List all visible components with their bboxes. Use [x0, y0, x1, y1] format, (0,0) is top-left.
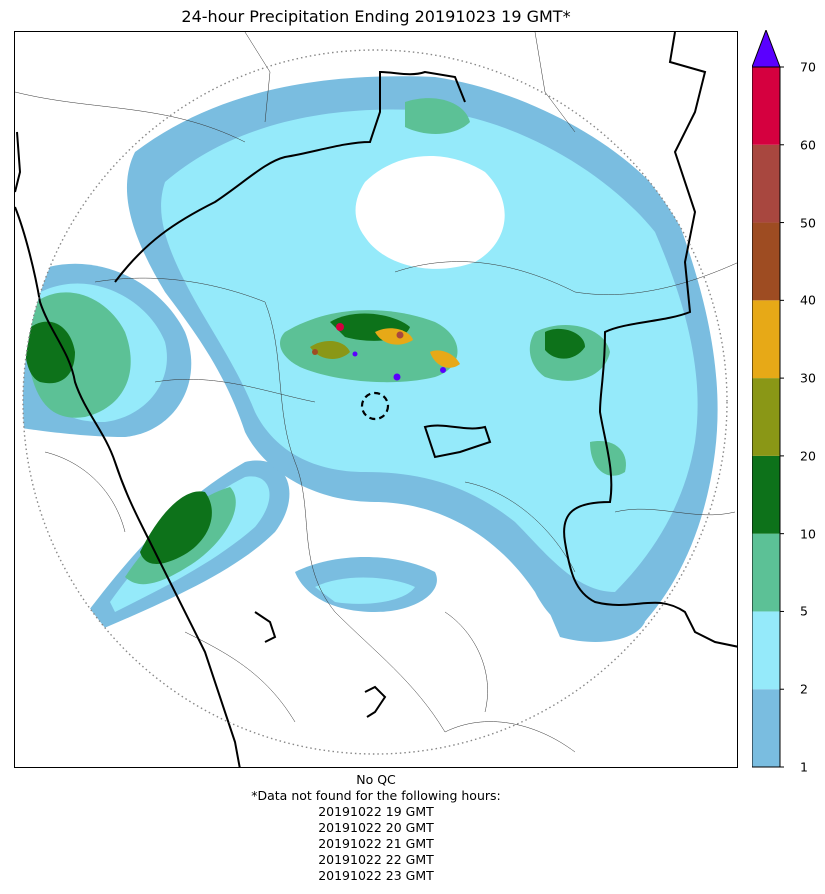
- missing-hour: 20191022 20 GMT: [318, 820, 434, 835]
- radar-map-canvas: [15, 32, 737, 767]
- missing-hour: 20191022 21 GMT: [318, 836, 434, 851]
- colorbar: [752, 30, 784, 768]
- colorbar-segment: [752, 378, 780, 456]
- missing-hour: 20191022 22 GMT: [318, 852, 434, 867]
- colorbar-segment: [752, 222, 780, 301]
- colorbar-tick-label: 1: [800, 759, 808, 775]
- precip-cores: [310, 323, 460, 381]
- colorbar-segment: [752, 300, 780, 379]
- radar-map[interactable]: [14, 31, 738, 768]
- colorbar-tick-label: 5: [800, 603, 808, 619]
- colorbar-tick-label: 70: [800, 59, 816, 75]
- colorbar-tick-label: 40: [800, 292, 816, 308]
- precipitation-field: [23, 76, 718, 642]
- plot-title: 24-hour Precipitation Ending 20191023 19…: [181, 7, 571, 26]
- radar-site-marker: [360, 391, 390, 421]
- missing-data-note: *Data not found for the following hours:: [251, 788, 501, 803]
- radar-range-ring: [22, 49, 728, 755]
- colorbar-segment: [752, 144, 780, 223]
- colorbar-tick-label: 50: [800, 215, 816, 231]
- colorbar-segment: [752, 533, 780, 612]
- colorbar-segment: [752, 455, 780, 534]
- missing-hour: 20191022 23 GMT: [318, 868, 434, 883]
- colorbar-tick-label: 2: [800, 681, 808, 697]
- colorbar-tick-label: 10: [800, 526, 816, 542]
- colorbar-tick-label: 60: [800, 137, 816, 153]
- colorbar-tick-label: 30: [800, 370, 816, 386]
- missing-hour: 20191022 19 GMT: [318, 804, 434, 819]
- plot-footer: No QC *Data not found for the following …: [14, 772, 738, 884]
- colorbar-segment: [752, 611, 780, 690]
- colorbar-tick-label: 20: [800, 448, 816, 464]
- colorbar-frame: [752, 66, 781, 768]
- colorbar-segment: [752, 67, 780, 145]
- qc-note: No QC: [356, 772, 396, 787]
- colorbar-segment: [752, 689, 780, 767]
- colorbar-extend-triangle: [752, 30, 781, 68]
- national-borders: [15, 32, 737, 767]
